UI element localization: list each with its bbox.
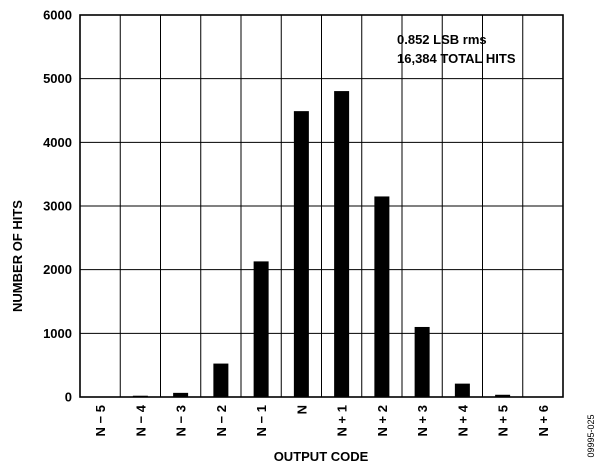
bar <box>213 363 229 397</box>
y-tick-label: 4000 <box>43 135 72 150</box>
y-tick-label: 5000 <box>43 71 72 86</box>
y-tick-label: 0 <box>65 390 72 405</box>
bar <box>454 383 470 397</box>
y-tick-label: 6000 <box>43 8 72 23</box>
bar <box>293 111 309 398</box>
bar <box>495 394 511 397</box>
x-tick-label: N + 4 <box>455 404 470 436</box>
x-tick-label: N − 5 <box>93 405 108 436</box>
bars <box>92 91 551 398</box>
x-tick-label: N <box>294 405 309 414</box>
y-tick-label: 2000 <box>43 262 72 277</box>
y-tick-label: 1000 <box>43 326 72 341</box>
y-axis-label: NUMBER OF HITS <box>10 200 25 312</box>
y-tick-labels: 0 1000 2000 3000 4000 5000 6000 <box>43 8 72 405</box>
grid-lines <box>80 15 563 397</box>
x-tick-labels: N − 5 N − 4 N − 3 N − 2 N − 1 N N + 1 N + 2 N + … <box>93 404 551 436</box>
x-tick-label: N + 6 <box>536 405 551 436</box>
annotation-rms: 0.852 LSB rms <box>397 32 487 47</box>
x-tick-label: N − 2 <box>214 405 229 436</box>
annotation-total-hits: 16,384 TOTAL HITS <box>397 51 516 66</box>
bar <box>374 196 390 397</box>
x-tick-label: N − 1 <box>254 405 269 436</box>
bar <box>414 326 430 397</box>
x-tick-label: N + 2 <box>375 405 390 436</box>
x-tick-label: N − 3 <box>174 405 189 436</box>
x-tick-label: N − 4 <box>133 404 148 436</box>
bar <box>253 261 269 397</box>
x-tick-label: N + 3 <box>415 405 430 436</box>
bar <box>334 91 350 397</box>
y-tick-label: 3000 <box>43 199 72 214</box>
figure-code: 09995-025 <box>586 414 596 457</box>
x-tick-label: N + 1 <box>335 405 350 436</box>
x-tick-label: N + 5 <box>496 405 511 436</box>
x-axis-label: OUTPUT CODE <box>274 449 369 464</box>
bar <box>173 392 189 397</box>
plot-frame <box>79 14 564 398</box>
